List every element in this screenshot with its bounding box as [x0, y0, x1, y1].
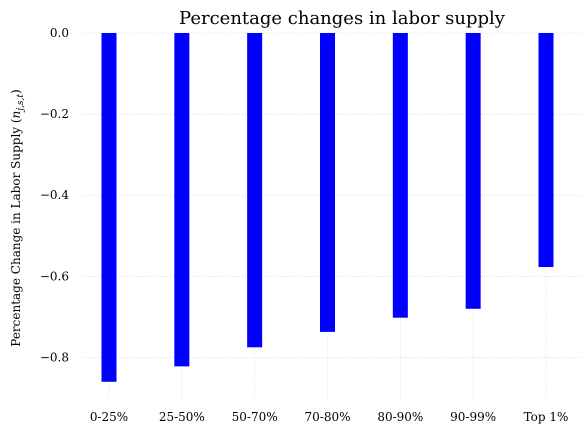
- x-tick-label: 70-80%: [305, 410, 351, 424]
- x-tick-label: 90-99%: [450, 410, 496, 424]
- x-tick-label: 25-50%: [159, 410, 205, 424]
- y-tick-label: −0.2: [40, 107, 69, 121]
- x-tick-label: 0-25%: [90, 410, 128, 424]
- bar: [247, 33, 263, 348]
- bar: [101, 33, 117, 382]
- y-tick-label: −0.6: [40, 269, 69, 283]
- chart-title: Percentage changes in labor supply: [179, 8, 506, 29]
- y-tick-labels: 0.0 −0.2 −0.4 −0.6 −0.8: [40, 26, 70, 364]
- bar: [538, 33, 554, 268]
- y-tick-label: 0.0: [50, 26, 69, 40]
- bar: [174, 33, 190, 367]
- x-tick-label: 50-70%: [232, 410, 278, 424]
- bar: [392, 33, 408, 318]
- bars: [101, 33, 554, 382]
- y-tick-label: −0.8: [40, 350, 69, 364]
- y-tick-label: −0.4: [40, 188, 70, 202]
- x-tick-label: Top 1%: [524, 410, 569, 424]
- x-tick-label: 80-90%: [377, 410, 423, 424]
- bar: [320, 33, 335, 332]
- x-tick-labels: 0-25% 25-50% 50-70% 70-80% 80-90% 90-99% Top 1…: [90, 410, 569, 424]
- y-axis-label: Percentage Change in Labor Supply (nj,s,…: [9, 89, 26, 346]
- bar: [465, 33, 481, 309]
